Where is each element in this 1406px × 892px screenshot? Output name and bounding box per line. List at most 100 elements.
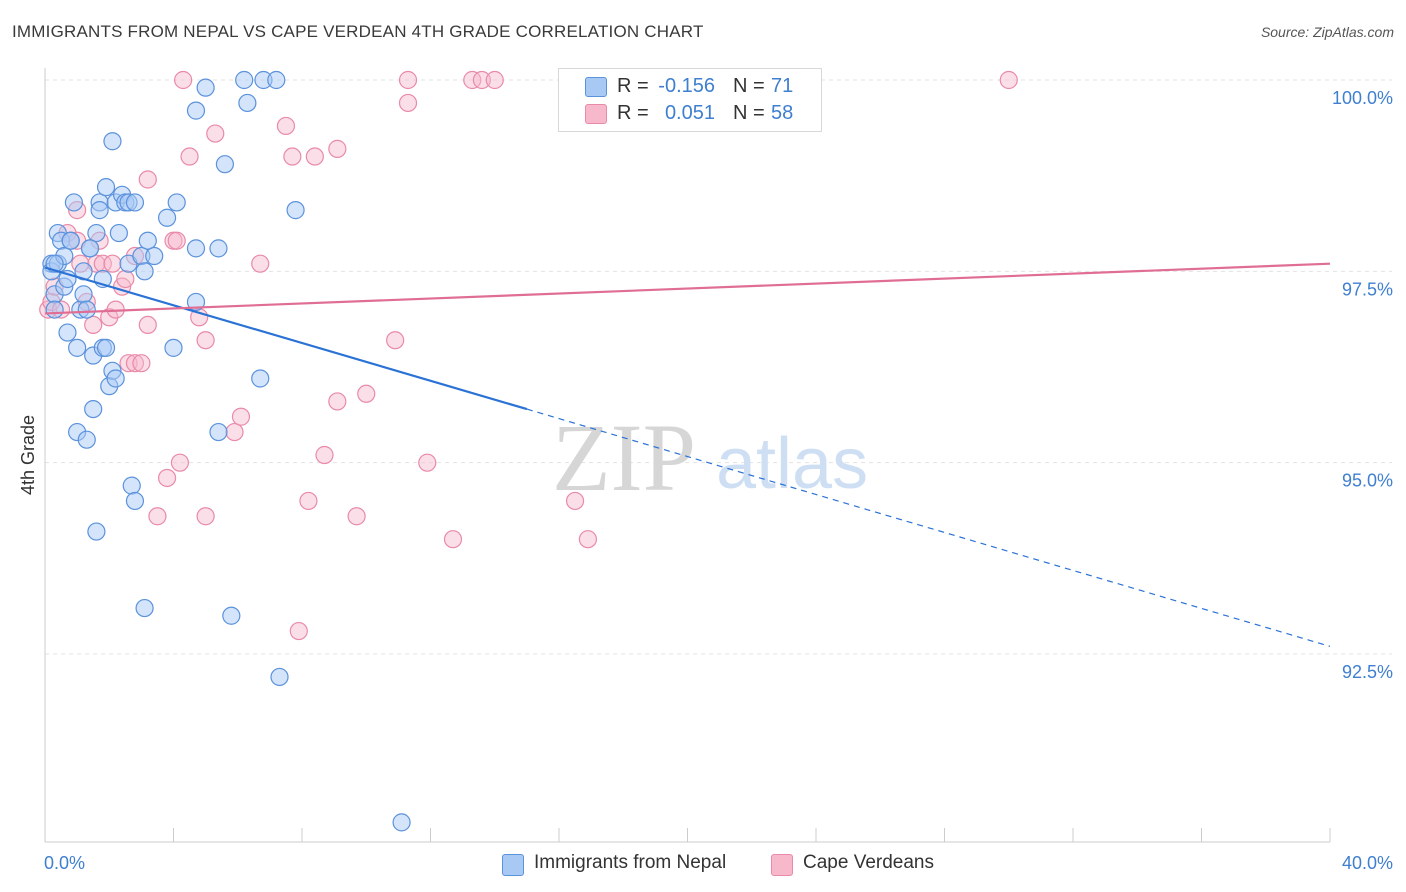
gridlines xyxy=(45,79,1392,655)
data-point-cape-verdeans xyxy=(116,269,135,289)
legend-r-label: R = xyxy=(617,102,649,124)
data-point-nepal xyxy=(186,239,206,258)
data-point-cape-verdeans xyxy=(180,147,199,166)
legend-n-value: 58 xyxy=(771,102,794,124)
data-point-cape-verdeans xyxy=(305,147,324,166)
data-point-nepal xyxy=(164,338,183,357)
data-point-cape-verdeans xyxy=(138,315,157,335)
data-point-nepal xyxy=(135,598,154,618)
data-point-cape-verdeans xyxy=(251,254,270,273)
data-point-nepal xyxy=(238,93,257,113)
data-point-nepal xyxy=(209,422,228,442)
trend-line-nepal xyxy=(44,266,528,411)
watermark: ZIP atlas xyxy=(552,404,868,511)
data-point-cape-verdeans xyxy=(315,445,334,465)
data-point-cape-verdeans xyxy=(167,231,186,250)
y-tick-label: 100.0% xyxy=(1332,88,1393,108)
data-point-nepal xyxy=(215,155,234,174)
data-point-cape-verdeans xyxy=(174,70,193,90)
data-point-nepal xyxy=(45,300,64,319)
data-point-nepal xyxy=(90,201,109,220)
data-point-cape-verdeans xyxy=(225,422,244,442)
data-point-cape-verdeans xyxy=(328,139,347,158)
legend-row-nepal: R = -0.156 N = 71 xyxy=(559,75,821,101)
trend-lines xyxy=(44,262,1331,647)
legend-r-label: R = xyxy=(617,75,649,97)
data-point-nepal xyxy=(61,231,80,250)
data-point-cape-verdeans xyxy=(276,116,296,136)
data-point-nepal xyxy=(267,70,286,90)
watermark-atlas: atlas xyxy=(716,424,868,504)
data-point-cape-verdeans xyxy=(463,70,482,90)
data-point-cape-verdeans xyxy=(999,70,1018,90)
data-point-nepal xyxy=(74,285,93,304)
data-point-cape-verdeans xyxy=(196,507,215,526)
data-point-cape-verdeans xyxy=(418,453,437,472)
legend-r-value: 0.051 xyxy=(664,102,715,124)
legend-row-cape-verdeans: R = 0.051 N = 58 xyxy=(559,102,821,128)
watermark-zip: ZIP xyxy=(552,404,696,511)
data-point-cape-verdeans xyxy=(398,93,418,113)
legend-n-label: N = xyxy=(733,102,765,124)
legend-swatch-pink xyxy=(585,104,607,124)
data-point-nepal xyxy=(196,78,215,97)
data-point-cape-verdeans xyxy=(328,392,347,411)
x-tick-label: 0.0% xyxy=(44,853,85,873)
source-label: Source: ZipAtlas.com xyxy=(1260,24,1394,40)
data-point-nepal xyxy=(138,231,157,250)
data-point-cape-verdeans xyxy=(119,354,138,373)
y-tick-label: 92.5% xyxy=(1342,662,1393,682)
data-point-nepal xyxy=(87,223,106,243)
data-point-cape-verdeans xyxy=(289,621,308,641)
data-point-nepal xyxy=(125,193,145,212)
legend-swatch-blue xyxy=(502,854,524,876)
trend-line-nepal-extension xyxy=(526,408,1331,647)
data-point-nepal xyxy=(125,491,145,511)
data-point-nepal xyxy=(103,132,122,151)
data-point-nepal xyxy=(235,70,254,90)
data-point-nepal xyxy=(186,101,206,120)
data-point-nepal xyxy=(68,338,87,357)
data-point-cape-verdeans xyxy=(386,331,405,350)
data-point-cape-verdeans xyxy=(565,491,585,511)
legend-r-value: -0.156 xyxy=(658,75,715,97)
y-tick-label: 95.0% xyxy=(1342,471,1393,491)
data-point-cape-verdeans xyxy=(84,315,103,335)
data-point-nepal xyxy=(64,193,84,212)
y-axis-title: 4th Grade xyxy=(18,415,38,495)
stats-legend: R = -0.156 N = 71 R = 0.051 N = 58 xyxy=(558,68,822,132)
y-tick-label: 97.5% xyxy=(1342,279,1393,299)
data-point-nepal xyxy=(45,254,64,273)
legend-label-cape-verdeans: Cape Verdeans xyxy=(803,852,934,873)
axis-labels: 100.0% 97.5% 95.0% 92.5% 0.0% 40.0% 4th Grade xyxy=(18,88,1393,873)
data-point-nepal xyxy=(222,606,241,625)
data-point-cape-verdeans xyxy=(443,530,463,549)
data-point-cape-verdeans xyxy=(125,354,145,373)
data-point-cape-verdeans xyxy=(398,70,418,90)
x-tick-label: 40.0% xyxy=(1342,853,1393,873)
data-point-cape-verdeans xyxy=(132,354,151,373)
data-point-cape-verdeans xyxy=(472,70,491,90)
data-point-nepal xyxy=(135,262,154,281)
legend-n-value: 71 xyxy=(771,75,794,97)
series-nepal xyxy=(42,70,411,832)
data-point-nepal xyxy=(80,239,100,258)
data-point-nepal xyxy=(251,369,270,388)
data-point-cape-verdeans xyxy=(578,530,598,549)
data-point-cape-verdeans xyxy=(170,453,190,472)
data-point-cape-verdeans xyxy=(206,124,225,143)
data-point-cape-verdeans xyxy=(283,147,302,166)
data-point-nepal xyxy=(77,430,96,449)
data-point-cape-verdeans xyxy=(231,407,251,426)
data-point-nepal xyxy=(96,178,116,197)
legend-n-label: N = xyxy=(733,75,765,97)
legend-swatch-blue xyxy=(585,77,607,97)
data-point-nepal xyxy=(167,193,186,212)
data-point-cape-verdeans xyxy=(347,507,366,526)
data-point-cape-verdeans xyxy=(138,170,157,189)
data-point-cape-verdeans xyxy=(157,468,177,488)
data-point-nepal xyxy=(84,399,103,419)
data-point-nepal xyxy=(77,300,96,319)
data-point-nepal xyxy=(209,239,228,258)
data-point-nepal xyxy=(109,223,128,243)
